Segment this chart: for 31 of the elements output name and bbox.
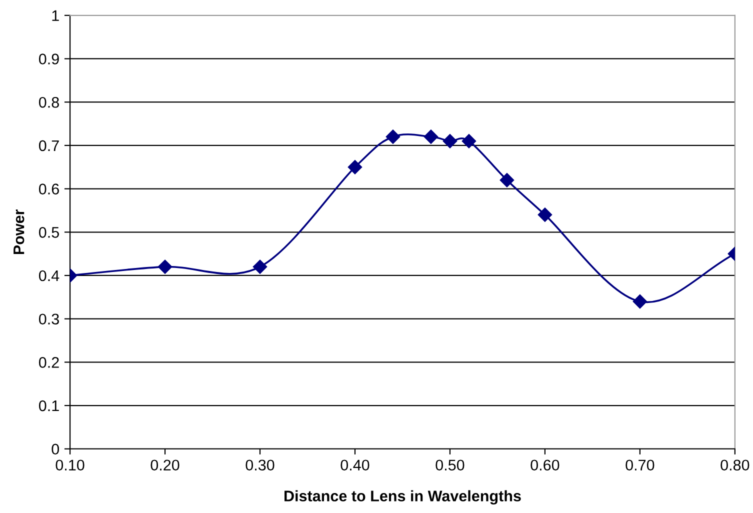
point bbox=[424, 130, 438, 144]
x-tick-label: 0.40 bbox=[340, 460, 370, 471]
point bbox=[538, 208, 552, 222]
y-tick-label: 1 bbox=[52, 10, 59, 21]
y-tick-label: 0.8 bbox=[38, 96, 59, 108]
point bbox=[442, 134, 458, 148]
x-tick-label: 0.30 bbox=[246, 460, 274, 471]
y-tick-label: 0.2 bbox=[38, 357, 59, 368]
point bbox=[348, 160, 362, 174]
y-tick-label: 0.7 bbox=[38, 140, 59, 152]
x-axis-title: Distance to Lens in Wavelengths bbox=[284, 490, 521, 505]
x-tick-label: 0.70 bbox=[626, 460, 654, 471]
y-tick-label: 0.4 bbox=[38, 270, 60, 282]
y-axis-title: Power bbox=[14, 209, 24, 254]
x-tick-label: 0.80 bbox=[720, 460, 750, 471]
x-tick-label: 0.50 bbox=[436, 460, 464, 471]
y-tick-label: 0.5 bbox=[38, 227, 59, 238]
point bbox=[632, 294, 648, 309]
y-tick-label: 0.3 bbox=[38, 314, 59, 325]
point bbox=[252, 260, 268, 274]
point bbox=[462, 134, 476, 148]
point bbox=[386, 130, 400, 144]
x-tick-label: 0.20 bbox=[150, 460, 180, 471]
x-tick-label: 0.60 bbox=[530, 460, 560, 471]
x-tick-label: 0.10 bbox=[56, 460, 84, 471]
point bbox=[158, 260, 172, 274]
y-tick-label: 0.1 bbox=[38, 400, 59, 412]
y-tick-label: 0.9 bbox=[38, 54, 59, 64]
point bbox=[500, 173, 514, 188]
y-tick-label: 0 bbox=[52, 444, 60, 455]
y-tick-label: 0.6 bbox=[38, 184, 59, 194]
